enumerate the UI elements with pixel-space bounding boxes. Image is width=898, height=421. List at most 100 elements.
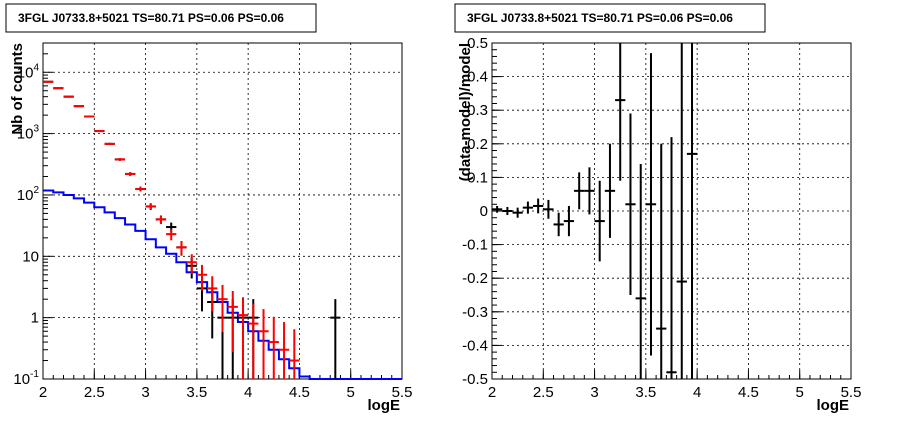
y-tick-label: 103 [17, 124, 40, 143]
x-tick-label: 4 [693, 384, 701, 401]
residual-point [492, 205, 503, 213]
x-tick-label: 4.5 [738, 384, 759, 401]
y-tick-label: -0.2 [462, 270, 488, 287]
y-tick-base: 10 [13, 371, 30, 388]
y-axis-title: (data-model)/model [457, 43, 474, 181]
model-point [53, 87, 64, 90]
model-point [258, 309, 269, 379]
y-tick-label: 0 [480, 203, 488, 220]
residual-point [666, 137, 677, 379]
model-point [268, 316, 279, 379]
y-tick-label: -0.4 [462, 337, 488, 354]
data-point [330, 299, 341, 379]
model-point [217, 284, 228, 332]
model-point [237, 297, 249, 379]
model-point [227, 290, 238, 353]
model-point [94, 130, 105, 133]
y-tick-label: -0.3 [462, 304, 488, 321]
y-tick-label: 0.2 [467, 136, 488, 153]
x-tick-label: 5.5 [841, 384, 862, 401]
residual-point [553, 212, 564, 237]
residual-point [563, 205, 575, 237]
y-tick-exponent: 4 [33, 62, 39, 73]
model-point [186, 254, 197, 274]
residual-point [635, 163, 646, 379]
y-tick-exponent: 3 [33, 124, 39, 135]
y-tick-base: 10 [17, 64, 34, 81]
residual-point [574, 172, 585, 210]
residual-point [584, 167, 595, 215]
residual-point [522, 201, 534, 214]
residual-point [533, 198, 544, 214]
residual-point [502, 206, 513, 216]
model-point [145, 203, 156, 210]
x-tick-label: 3.5 [186, 384, 207, 401]
title-box [454, 3, 766, 33]
residual-point [543, 199, 554, 219]
residual-point [625, 113, 636, 295]
y-tick-label: 1 [31, 310, 39, 327]
x-tick-label: 2.5 [84, 384, 105, 401]
model-point [248, 303, 259, 379]
model-point [135, 186, 146, 192]
y-tick-base: 10 [17, 187, 34, 204]
y-tick-label: 102 [17, 185, 40, 204]
model-point [278, 322, 290, 379]
x-tick-label: 5 [796, 384, 804, 401]
x-tick-label: 4 [244, 384, 252, 401]
y-tick-base: 10 [17, 126, 34, 143]
y-tick-label: 10-1 [13, 369, 39, 388]
model-point [166, 229, 177, 241]
model-point [196, 264, 208, 291]
residual-point [594, 180, 605, 262]
counts-panel: 3FGL J0733.8+5021 TS=80.71 PS=0.06 PS=0.… [5, 3, 413, 414]
y-tick-exponent: -1 [30, 369, 39, 380]
model-point [289, 329, 300, 379]
residual-point [686, 43, 698, 379]
x-tick-label: 2 [39, 384, 47, 401]
x-tick-label: 5.5 [392, 384, 413, 401]
model-point [73, 105, 85, 108]
residual-point [615, 43, 626, 181]
x-tick-label: 3 [141, 384, 149, 401]
y-tick-base: 10 [22, 248, 39, 265]
x-tick-label: 2 [488, 384, 496, 401]
model-point [207, 276, 218, 312]
x-tick-label: 4.5 [289, 384, 310, 401]
residual-point [604, 143, 616, 238]
y-tick-label: 0.4 [467, 69, 488, 86]
model-point [125, 172, 136, 176]
residual-point [676, 43, 687, 379]
residual-point [656, 143, 667, 379]
y-axis-title: Nb of counts [9, 43, 26, 135]
model-point [176, 241, 187, 256]
y-tick-label: 10 [22, 248, 39, 265]
model-point [43, 80, 54, 83]
y-tick-base: 1 [31, 310, 39, 327]
chart-title: 3FGL J0733.8+5021 TS=80.71 PS=0.06 PS=0.… [467, 11, 733, 25]
model-point [114, 158, 126, 161]
residual-point [645, 53, 657, 356]
y-tick-label: 104 [17, 62, 40, 81]
y-tick-label: -0.1 [462, 237, 488, 254]
x-axis-title: logE [817, 397, 850, 414]
x-tick-label: 5 [347, 384, 355, 401]
x-tick-label: 3 [590, 384, 598, 401]
y-tick-label: 0.1 [467, 169, 488, 186]
chart-title: 3FGL J0733.8+5021 TS=80.71 PS=0.06 PS=0.… [18, 11, 284, 25]
x-axis-title: logE [368, 397, 401, 414]
residuals-panel: 3FGL J0733.8+5021 TS=80.71 PS=0.06 PS=0.… [454, 3, 862, 414]
model-point [84, 115, 95, 118]
model-point [104, 142, 115, 145]
title-box [5, 3, 317, 33]
y-tick-label: -0.5 [462, 371, 488, 388]
model-point [155, 215, 167, 224]
y-tick-label: 0.5 [467, 35, 488, 52]
residual-point [512, 207, 523, 218]
x-tick-label: 2.5 [533, 384, 554, 401]
x-tick-label: 3.5 [635, 384, 656, 401]
model-point [63, 95, 74, 98]
y-tick-label: 0.3 [467, 102, 488, 119]
y-tick-exponent: 2 [33, 185, 39, 196]
